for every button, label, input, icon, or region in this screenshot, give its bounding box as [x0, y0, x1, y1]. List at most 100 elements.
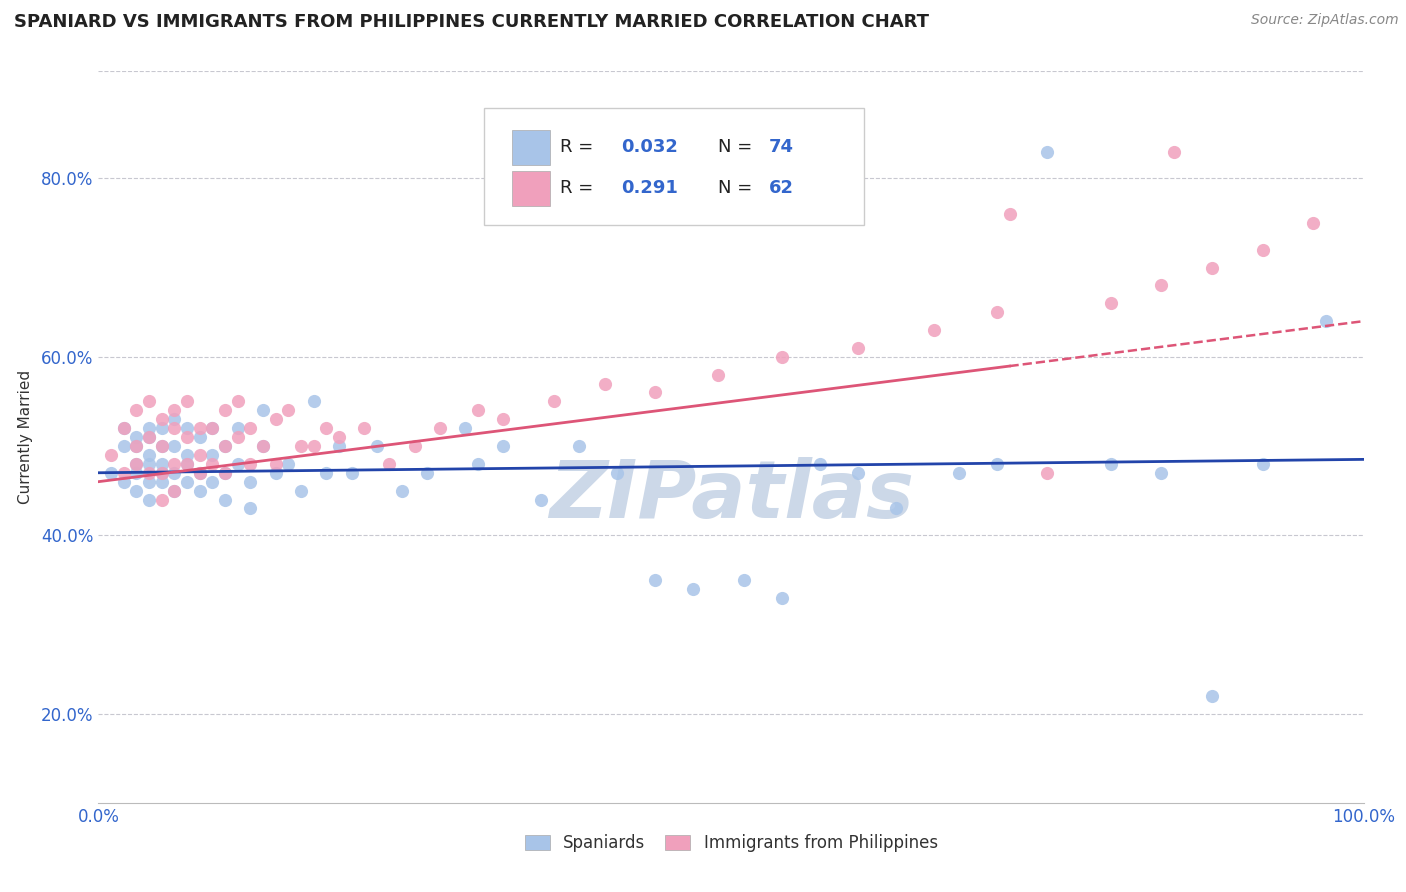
- Point: [163, 403, 186, 417]
- Point: [467, 457, 489, 471]
- Point: [378, 457, 401, 471]
- Point: [492, 439, 515, 453]
- Point: [163, 483, 186, 498]
- Text: N =: N =: [718, 179, 758, 197]
- Point: [543, 394, 565, 409]
- Point: [986, 457, 1008, 471]
- Point: [530, 492, 553, 507]
- Point: [163, 421, 186, 435]
- Point: [188, 448, 211, 462]
- Point: [1150, 466, 1173, 480]
- Point: [150, 421, 173, 435]
- Point: [328, 439, 350, 453]
- Point: [454, 421, 477, 435]
- Point: [353, 421, 375, 435]
- Point: [150, 492, 173, 507]
- Point: [846, 341, 869, 355]
- Point: [226, 421, 249, 435]
- Point: [302, 439, 325, 453]
- Text: 0.032: 0.032: [621, 138, 678, 156]
- Point: [239, 421, 262, 435]
- Point: [112, 421, 135, 435]
- Point: [290, 483, 312, 498]
- Point: [150, 439, 173, 453]
- Y-axis label: Currently Married: Currently Married: [18, 370, 32, 504]
- Point: [138, 421, 160, 435]
- Point: [150, 439, 173, 453]
- Point: [733, 573, 755, 587]
- Point: [150, 475, 173, 489]
- Point: [264, 412, 287, 426]
- Point: [1036, 145, 1059, 159]
- Point: [264, 457, 287, 471]
- Point: [239, 501, 262, 516]
- Point: [176, 430, 198, 444]
- Point: [112, 466, 135, 480]
- Point: [1099, 457, 1122, 471]
- Point: [163, 439, 186, 453]
- Point: [125, 430, 148, 444]
- Point: [176, 421, 198, 435]
- Point: [1150, 278, 1173, 293]
- Point: [138, 457, 160, 471]
- Point: [138, 475, 160, 489]
- Point: [644, 385, 666, 400]
- Point: [138, 430, 160, 444]
- Point: [138, 466, 160, 480]
- Point: [150, 457, 173, 471]
- Point: [593, 376, 616, 391]
- Point: [366, 439, 388, 453]
- Point: [176, 448, 198, 462]
- Point: [201, 448, 224, 462]
- Text: 74: 74: [769, 138, 794, 156]
- Point: [112, 421, 135, 435]
- Point: [176, 457, 198, 471]
- Point: [112, 475, 135, 489]
- Point: [277, 403, 299, 417]
- Point: [125, 439, 148, 453]
- Point: [1201, 260, 1223, 275]
- Point: [682, 582, 704, 596]
- Point: [606, 466, 628, 480]
- FancyBboxPatch shape: [512, 130, 550, 165]
- Point: [138, 430, 160, 444]
- Point: [163, 412, 186, 426]
- Point: [315, 466, 337, 480]
- Point: [884, 501, 907, 516]
- Point: [163, 466, 186, 480]
- Point: [1099, 296, 1122, 310]
- Point: [188, 430, 211, 444]
- Point: [201, 421, 224, 435]
- FancyBboxPatch shape: [512, 171, 550, 206]
- Point: [226, 457, 249, 471]
- Point: [1302, 216, 1324, 230]
- Point: [467, 403, 489, 417]
- Point: [290, 439, 312, 453]
- Text: R =: R =: [560, 179, 605, 197]
- Point: [214, 492, 236, 507]
- Point: [404, 439, 426, 453]
- Point: [239, 475, 262, 489]
- Point: [176, 394, 198, 409]
- Point: [239, 457, 262, 471]
- Point: [568, 439, 591, 453]
- Point: [1251, 243, 1274, 257]
- Point: [846, 466, 869, 480]
- Point: [277, 457, 299, 471]
- Point: [302, 394, 325, 409]
- Point: [188, 466, 211, 480]
- Point: [150, 412, 173, 426]
- Point: [1201, 689, 1223, 703]
- Point: [315, 421, 337, 435]
- Text: Source: ZipAtlas.com: Source: ZipAtlas.com: [1251, 13, 1399, 28]
- Point: [429, 421, 451, 435]
- Point: [150, 466, 173, 480]
- Text: SPANIARD VS IMMIGRANTS FROM PHILIPPINES CURRENTLY MARRIED CORRELATION CHART: SPANIARD VS IMMIGRANTS FROM PHILIPPINES …: [14, 13, 929, 31]
- Point: [998, 207, 1021, 221]
- Point: [707, 368, 730, 382]
- Text: 0.291: 0.291: [621, 179, 678, 197]
- Legend: Spaniards, Immigrants from Philippines: Spaniards, Immigrants from Philippines: [516, 826, 946, 860]
- Point: [252, 403, 274, 417]
- Point: [201, 457, 224, 471]
- Point: [163, 483, 186, 498]
